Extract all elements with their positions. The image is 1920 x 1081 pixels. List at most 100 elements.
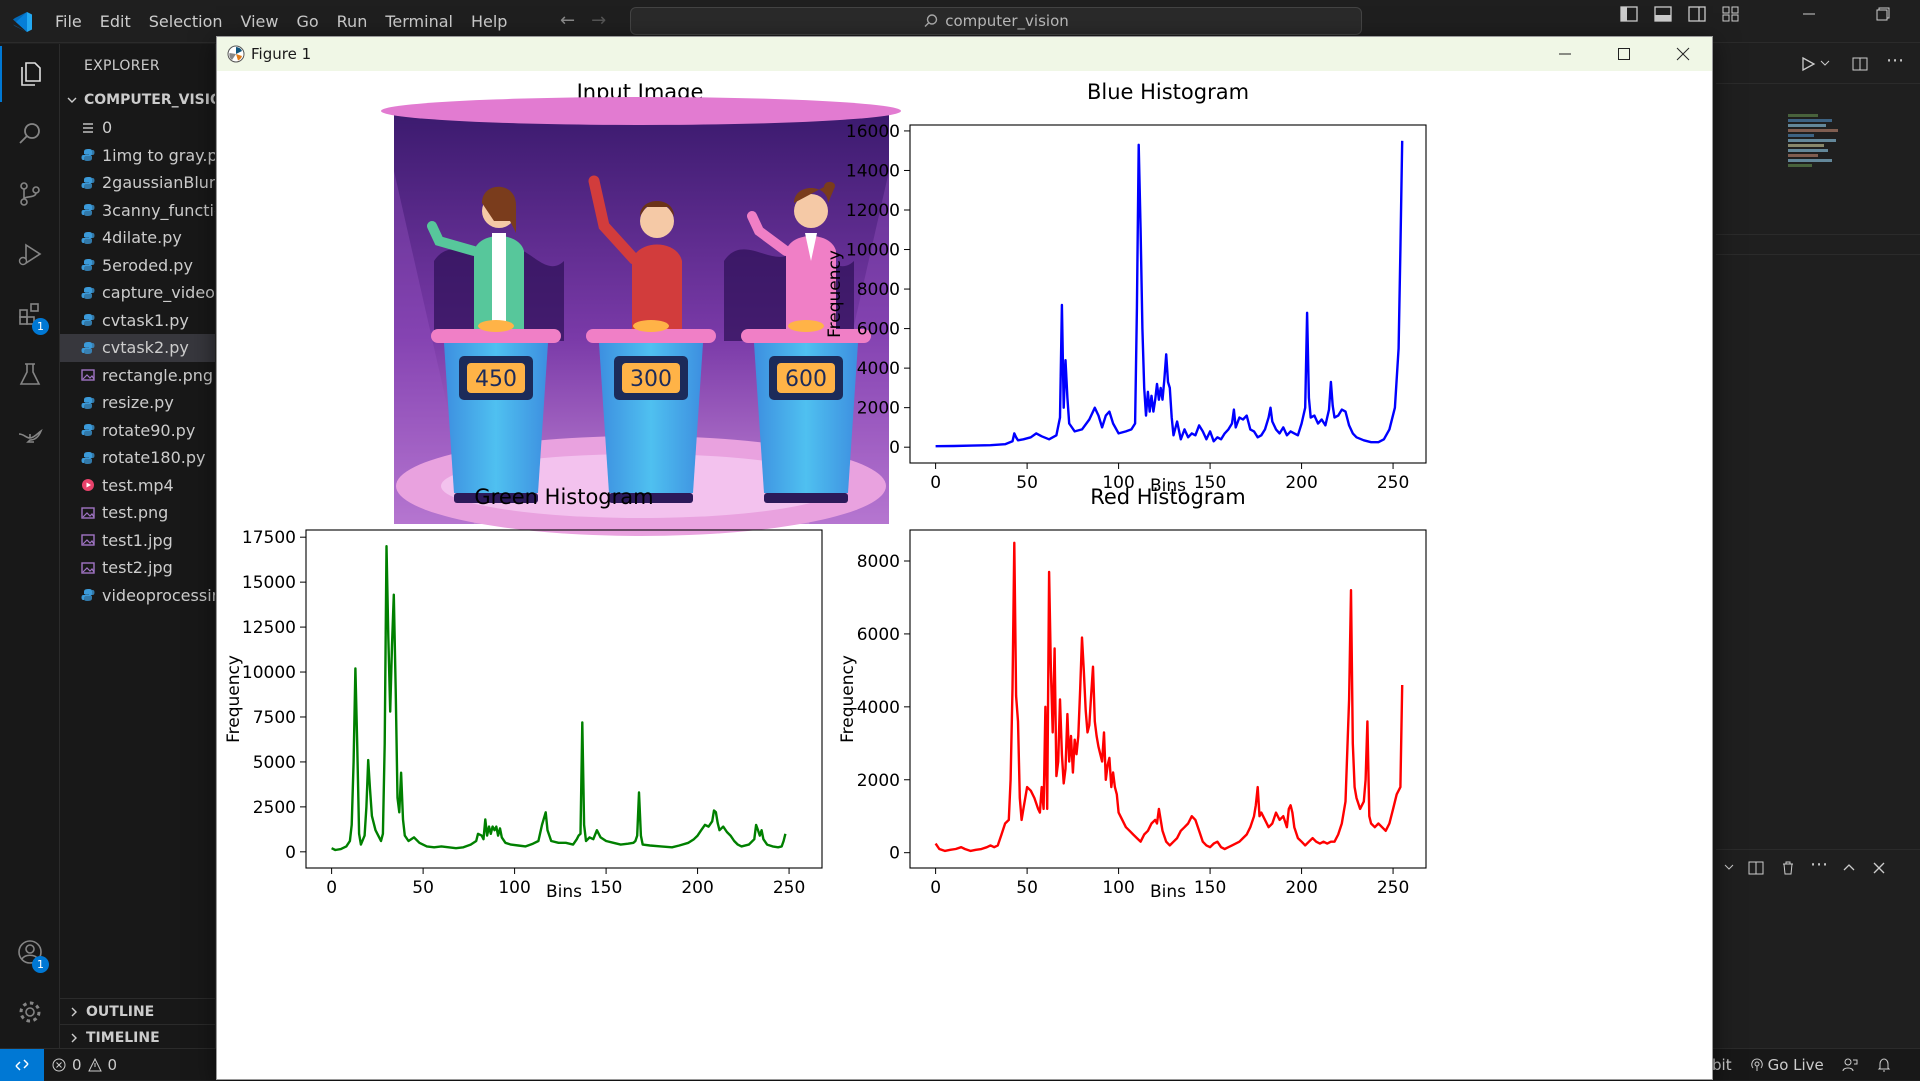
chevron-down-icon[interactable] [1724,862,1734,872]
menu-file[interactable]: File [55,12,82,31]
x-tick-label: 0 [326,878,337,898]
file-item[interactable]: cvtask2.py [60,334,215,362]
problems-indicator[interactable]: 0 0 [52,1049,117,1081]
file-item[interactable]: 4dilate.py [60,224,215,252]
bell-icon[interactable] [1876,1057,1892,1073]
accounts-badge: 1 [32,956,49,973]
y-tick-label: 8000 [857,280,900,300]
y-tick-label: 0 [889,438,900,458]
file-item[interactable]: test2.jpg [60,554,215,582]
figure-canvas: Input Image [224,80,1427,902]
file-item[interactable]: resize.py [60,389,215,417]
y-axis-label: Frequency [838,655,858,743]
file-item[interactable]: rotate180.py [60,444,215,472]
run-icon[interactable] [1800,56,1816,72]
menu-selection[interactable]: Selection [148,12,223,31]
toggle-secondary-sidebar-icon[interactable] [1688,6,1706,22]
toggle-primary-sidebar-icon[interactable] [1620,6,1638,22]
menu-run[interactable]: Run [336,12,368,31]
x-tick-label: 100 [1102,878,1134,898]
more-actions-icon[interactable]: ⋯ [1810,854,1828,875]
chevron-down-icon[interactable] [1820,58,1830,68]
manage-activity[interactable] [0,984,60,1040]
image-icon [80,560,96,576]
histogram-line [331,545,787,852]
split-editor-icon[interactable] [1852,56,1868,72]
minimize-icon[interactable] [1802,7,1816,21]
file-name: 2gaussianBlur.py [102,173,215,193]
podium-middle: 300 [586,320,716,503]
file-item[interactable]: test.mp4 [60,472,215,500]
image-icon [80,505,96,521]
explorer-activity[interactable] [0,46,60,102]
maximize-icon [1617,48,1630,60]
file-item[interactable]: capture_video.py [60,279,215,307]
y-tick-label: 8000 [857,552,900,572]
file-name: 3canny_function.py [102,200,215,220]
close-icon [1676,47,1689,61]
python-icon [80,202,96,218]
close-panel-icon[interactable] [1872,861,1886,875]
figure-maximize-button[interactable] [1594,37,1653,71]
back-arrow-icon[interactable]: ← [560,10,576,31]
feedback-icon[interactable] [1842,1057,1858,1073]
source-control-icon [20,182,40,206]
file-item[interactable]: test.png [60,499,215,527]
restore-icon[interactable] [1876,7,1890,21]
customize-layout-icon[interactable] [1722,6,1740,22]
file-item[interactable]: 3canny_function.py [60,197,215,225]
file-item[interactable]: rectangle.png [60,362,215,390]
file-item[interactable]: 0 [60,114,215,142]
command-center[interactable]: computer_vision [630,7,1362,35]
toggle-panel-icon[interactable] [1654,6,1672,22]
file-item[interactable]: 2gaussianBlur.py [60,169,215,197]
figure-minimize-button[interactable] [1535,37,1594,71]
figure-title: Figure 1 [251,45,312,63]
forward-arrow-icon[interactable]: → [591,10,607,31]
folder-header[interactable]: COMPUTER_VISION [66,92,215,108]
figure-close-button[interactable] [1653,37,1712,71]
file-item[interactable]: 1img to gray.py [60,142,215,170]
histogram-line [934,541,1404,853]
genie-activity[interactable] [0,406,60,462]
split-terminal-icon[interactable] [1748,860,1764,876]
python-icon [80,285,96,301]
file-item[interactable]: videoprocessing.py [60,582,215,610]
search-activity[interactable] [0,106,60,162]
figure-title-bar[interactable]: Figure 1 [217,37,1712,71]
remote-indicator[interactable] [0,1049,44,1081]
python-icon [80,257,96,273]
menu-terminal[interactable]: Terminal [385,12,453,31]
y-tick-label: 16000 [846,122,900,142]
timeline-section[interactable]: TIMELINE [60,1024,215,1048]
file-item[interactable]: test1.jpg [60,527,215,555]
file-item[interactable]: 5eroded.py [60,252,215,280]
nav-arrows: ← → [560,10,606,31]
menu-help[interactable]: Help [470,12,508,31]
chevron-down-icon [67,97,77,103]
x-tick-label: 250 [773,878,805,898]
trash-icon[interactable] [1780,860,1796,876]
file-item[interactable]: cvtask1.py [60,307,215,335]
chevron-up-icon[interactable] [1842,861,1856,875]
x-tick-label: 250 [1377,473,1409,493]
file-item[interactable]: rotate90.py [60,417,215,445]
menu-view[interactable]: View [240,12,279,31]
status-partial-text[interactable]: bit [1712,1056,1732,1074]
menu-go[interactable]: Go [296,12,319,31]
python-icon [80,230,96,246]
matplotlib-logo-icon [227,45,245,63]
more-actions-icon[interactable]: ⋯ [1886,50,1904,71]
file-name: cvtask1.py [102,310,189,330]
file-name: capture_video.py [102,283,215,303]
run-debug-activity[interactable] [0,226,60,282]
outline-section[interactable]: OUTLINE [60,998,215,1024]
minimap[interactable] [1788,114,1844,204]
source-control-activity[interactable] [0,166,60,222]
extensions-activity[interactable]: 1 [0,286,60,342]
x-tick-label: 250 [1377,878,1409,898]
menu-edit[interactable]: Edit [99,12,131,31]
testing-activity[interactable] [0,346,60,402]
go-live-button[interactable]: Go Live [1750,1056,1824,1074]
accounts-activity[interactable]: 1 [0,924,60,980]
